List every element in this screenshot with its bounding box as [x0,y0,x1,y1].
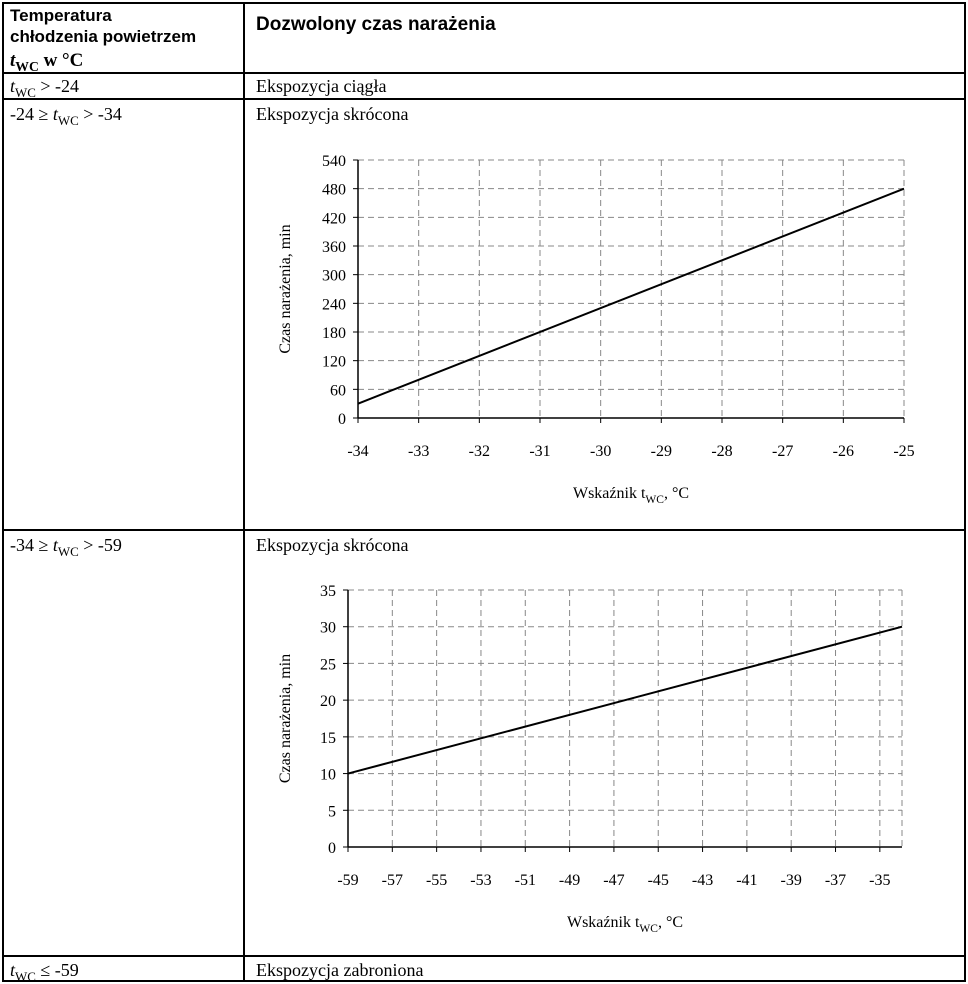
y-tick-label: 540 [322,153,346,170]
header-line: Temperatura [10,6,112,25]
header-line: tWC w °C [10,50,83,74]
data-line [357,187,905,405]
text-segment: -24 ≥ [10,104,53,124]
text-segment: t [10,960,16,980]
text-segment: > -34 [79,104,122,124]
x-tick-label: -59 [337,872,358,889]
x-tick-label: -25 [893,443,914,460]
x-tick-label: -37 [825,872,846,889]
x-tick-label: -57 [382,872,403,889]
y-tick-label: 0 [328,840,336,857]
row-condition: -24 ≥ tWC > -34 [10,104,122,128]
text-segment: WC [645,494,664,506]
x-axis-title: Wskaźnik tWC, °C [567,914,683,935]
y-tick-label: 35 [320,583,336,600]
x-tick-label: -34 [347,443,368,460]
y-tick-label: 20 [320,693,336,710]
text-segment: WC [58,544,79,559]
y-tick-label: 180 [322,325,346,342]
y-tick-label: 10 [320,767,336,784]
header-line: chłodzenia powietrzem [10,27,196,46]
y-tick-label: 240 [322,296,346,313]
row-condition: tWC ≤ -59 [10,960,79,984]
row-condition: -34 ≥ tWC > -59 [10,535,122,559]
x-tick-label: -55 [426,872,447,889]
text-segment: > -24 [36,76,79,96]
y-tick-label: 420 [322,210,346,227]
text-segment: w °C [39,50,84,71]
x-tick-label: -43 [692,872,713,889]
x-tick-label: -49 [559,872,580,889]
text-segment: WC [15,85,36,100]
row-permission: Ekspozycja skrócona [256,104,408,124]
y-tick-label: 60 [330,382,346,399]
y-tick-label: 120 [322,354,346,371]
x-axis-title: Wskaźnik tWC, °C [573,485,689,506]
x-tick-label: -31 [529,443,550,460]
x-tick-label: -53 [470,872,491,889]
text-segment: ≤ -59 [36,960,79,980]
text-segment: WC [58,113,79,128]
text-segment: t [53,104,59,124]
text-segment: , °C [664,485,689,502]
row-permission: Ekspozycja ciągła [256,76,386,96]
text-segment: -34 ≥ [10,535,53,555]
y-tick-label: 480 [322,182,346,199]
y-tick-label: 300 [322,268,346,285]
x-tick-label: -41 [736,872,757,889]
y-tick-label: 0 [338,411,346,428]
x-tick-label: -35 [869,872,890,889]
x-tick-label: -26 [833,443,854,460]
text-segment: Wskaźnik t [573,485,646,502]
text-segment: t [10,76,16,96]
row-permission: Ekspozycja zabroniona [256,960,423,980]
y-tick-label: 25 [320,656,336,673]
header-title: Dozwolony czas narażenia [256,14,496,35]
text-segment: chłodzenia powietrzem [10,27,196,46]
text-segment: Wskaźnik t [567,914,640,931]
x-tick-label: -39 [781,872,802,889]
y-axis-title: Czas narażenia, min [277,654,294,783]
text-segment: t [10,50,16,71]
text-segment: WC [639,923,658,935]
x-tick-label: -32 [469,443,490,460]
text-segment: Temperatura [10,6,112,25]
text-segment: > -59 [79,535,122,555]
x-tick-label: -30 [590,443,611,460]
x-tick-label: -29 [651,443,672,460]
x-tick-label: -45 [648,872,669,889]
x-tick-label: -51 [515,872,536,889]
x-tick-label: -33 [408,443,429,460]
row-permission: Ekspozycja skrócona [256,535,408,555]
x-tick-label: -28 [711,443,732,460]
text-segment: WC [15,969,36,984]
text-segment: , °C [658,914,683,931]
y-tick-label: 30 [320,620,336,637]
text-segment: WC [15,59,39,74]
y-tick-label: 5 [328,803,336,820]
text-segment: t [53,535,59,555]
row-condition: tWC > -24 [10,76,79,100]
x-tick-label: -27 [772,443,793,460]
x-tick-label: -47 [603,872,624,889]
y-axis-title: Czas narażenia, min [277,224,294,353]
y-tick-label: 360 [322,239,346,256]
y-tick-label: 15 [320,730,336,747]
data-line [347,625,903,775]
